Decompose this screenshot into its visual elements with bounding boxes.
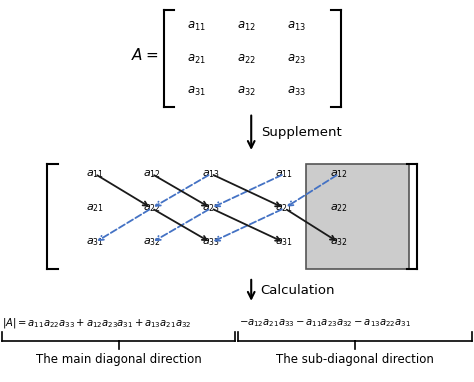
Text: $a_{12}$: $a_{12}$ <box>143 168 161 180</box>
Text: $a_{21}$: $a_{21}$ <box>187 53 206 66</box>
Text: Calculation: Calculation <box>261 284 335 297</box>
Text: $a_{33}$: $a_{33}$ <box>202 237 220 248</box>
Text: $a_{21}$: $a_{21}$ <box>86 202 104 214</box>
Text: The sub-diagonal direction: The sub-diagonal direction <box>275 353 434 366</box>
Text: $a_{23}$: $a_{23}$ <box>287 53 306 66</box>
Text: $a_{22}$: $a_{22}$ <box>143 202 161 214</box>
Text: $a_{31}$: $a_{31}$ <box>275 237 293 248</box>
Text: $a_{23}$: $a_{23}$ <box>202 202 220 214</box>
Bar <box>306 164 409 269</box>
Text: $a_{31}$: $a_{31}$ <box>86 237 104 248</box>
Text: $a_{12}$: $a_{12}$ <box>330 168 348 180</box>
Text: $a_{13}$: $a_{13}$ <box>287 20 306 33</box>
Text: $a_{11}$: $a_{11}$ <box>187 20 206 33</box>
Text: $a_{13}$: $a_{13}$ <box>202 168 220 180</box>
Text: The main diagonal direction: The main diagonal direction <box>36 353 201 366</box>
Text: $|A|=a_{11}a_{22}a_{33}+a_{12}a_{23}a_{31}+a_{13}a_{21}a_{32}$: $|A|=a_{11}a_{22}a_{33}+a_{12}a_{23}a_{3… <box>2 316 191 330</box>
Text: $a_{31}$: $a_{31}$ <box>187 85 206 98</box>
Text: $A=$: $A=$ <box>131 47 159 63</box>
Text: $a_{22}$: $a_{22}$ <box>330 202 348 214</box>
Text: $a_{11}$: $a_{11}$ <box>275 168 293 180</box>
Text: $a_{11}$: $a_{11}$ <box>86 168 104 180</box>
Text: $a_{32}$: $a_{32}$ <box>330 237 348 248</box>
Text: Supplement: Supplement <box>261 126 341 139</box>
Text: $a_{32}$: $a_{32}$ <box>143 237 161 248</box>
Text: $a_{33}$: $a_{33}$ <box>287 85 306 98</box>
Text: $a_{12}$: $a_{12}$ <box>237 20 256 33</box>
Text: $-a_{12}a_{21}a_{33}-a_{11}a_{23}a_{32}-a_{13}a_{22}a_{31}$: $-a_{12}a_{21}a_{33}-a_{11}a_{23}a_{32}-… <box>239 317 411 329</box>
Text: $a_{21}$: $a_{21}$ <box>275 202 293 214</box>
Text: $a_{22}$: $a_{22}$ <box>237 53 256 66</box>
Text: $a_{32}$: $a_{32}$ <box>237 85 256 98</box>
